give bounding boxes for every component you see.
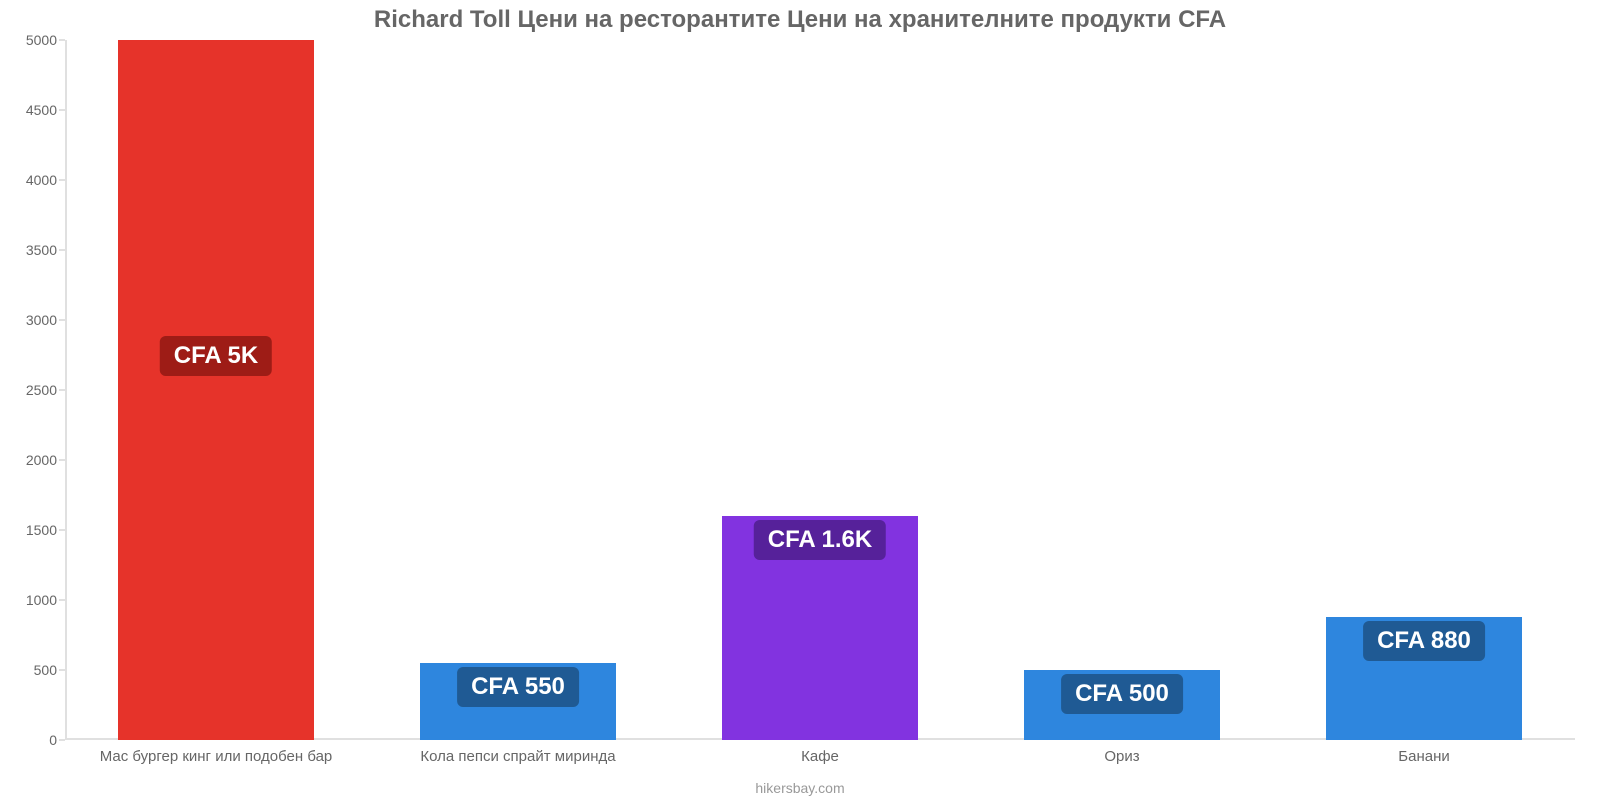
y-tick-label: 2500 [26,382,57,398]
price-chart: Richard Toll Цени на ресторантите Цени н… [0,0,1600,800]
y-tick-label: 4500 [26,102,57,118]
x-tick-label: Мас бургер кинг или подобен бар [100,748,333,765]
bar-value-label: CFA 5K [160,336,272,376]
y-tick-label: 4000 [26,172,57,188]
y-tick-label: 0 [49,732,57,748]
y-tick-label: 3000 [26,312,57,328]
chart-title: Richard Toll Цени на ресторантите Цени н… [0,6,1600,34]
bar-value-label: CFA 500 [1061,674,1183,714]
x-tick-label: Кола пепси спрайт миринда [420,748,615,765]
x-tick-label: Кафе [801,748,839,765]
y-tick-label: 2000 [26,452,57,468]
y-tick-label: 1000 [26,592,57,608]
plot-area: 0500100015002000250030003500400045005000… [65,40,1575,740]
y-tick-label: 500 [34,662,57,678]
x-tick-label: Банани [1398,748,1449,765]
y-tick-label: 1500 [26,522,57,538]
chart-footer: hikersbay.com [0,780,1600,796]
bar-value-label: CFA 1.6K [754,520,886,560]
bar-value-label: CFA 880 [1363,621,1485,661]
y-tick-label: 3500 [26,242,57,258]
x-tick-label: Ориз [1104,748,1139,765]
y-tick-label: 5000 [26,32,57,48]
bars-group: CFA 5K CFA 550 CFA 1.6K CFA 500 CFA 880 [65,40,1575,740]
bar-value-label: CFA 550 [457,667,579,707]
bar [118,40,314,740]
